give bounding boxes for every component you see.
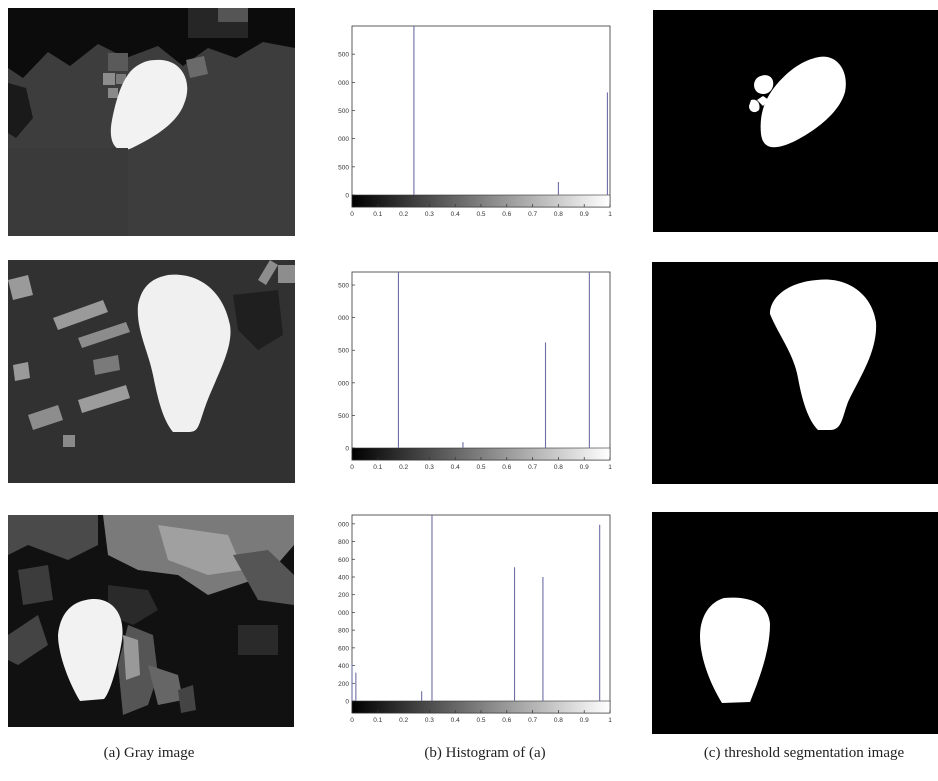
x-tick-label: 0.6 [502, 464, 511, 471]
x-tick-label: 0 [350, 464, 354, 471]
y-tick-label: 2000 [338, 80, 349, 87]
x-tick-label: 0.4 [451, 464, 460, 471]
x-tick-label: 0 [350, 717, 354, 724]
gray-image-row3 [8, 515, 294, 727]
y-tick-label: 400 [338, 663, 349, 670]
x-tick-label: 0.9 [580, 464, 589, 471]
x-tick-label: 0.3 [425, 464, 434, 471]
y-tick-label: 2000 [338, 521, 349, 528]
y-tick-label: 1800 [338, 539, 349, 546]
histogram-row2: 0 500 1000 1500 2000 2500 0 0.1 0.2 0.3 0.4 0.5 0.6 0… [338, 268, 616, 475]
x-tick-label: 0.2 [399, 717, 408, 724]
x-tick-label: 0.4 [451, 211, 460, 218]
x-tick-label: 0.8 [554, 464, 563, 471]
caption-threshold-segmentation: (c) threshold segmentation image [703, 745, 905, 761]
y-tick-label: 2500 [338, 52, 349, 59]
x-tick-label: 0.1 [373, 464, 382, 471]
segmentation-mask-row2 [652, 262, 938, 484]
y-tick-label: 1400 [338, 575, 349, 582]
y-tick-label: 2000 [338, 315, 349, 322]
x-tick-label: 1 [608, 211, 612, 218]
x-tick-label: 0.9 [580, 211, 589, 218]
y-tick-label: 0 [345, 193, 349, 200]
x-tick-label: 0.9 [580, 717, 589, 724]
x-tick-label: 0.6 [502, 717, 511, 724]
x-tick-label: 0.1 [373, 211, 382, 218]
y-tick-label: 200 [338, 681, 349, 688]
y-tick-label: 1600 [338, 557, 349, 564]
y-tick-label: 2500 [338, 283, 349, 290]
x-tick-label: 0.5 [476, 464, 485, 471]
segmentation-mask-row3 [652, 512, 938, 734]
y-tick-label: 500 [338, 164, 349, 171]
x-tick-label: 0.6 [502, 211, 511, 218]
y-tick-label: 0 [345, 699, 349, 706]
x-tick-label: 0.8 [554, 211, 563, 218]
x-tick-label: 0.1 [373, 717, 382, 724]
histogram-row1: 0 500 1000 1500 2000 2500 0 0.1 0.2 0.3 0.4 0.5 0.6 0… [338, 20, 616, 222]
x-tick-label: 0.4 [451, 717, 460, 724]
plot-area [351, 271, 611, 461]
gray-image-row1 [8, 8, 295, 236]
segmentation-mask-row1 [653, 10, 938, 232]
x-tick-label: 0.2 [399, 464, 408, 471]
plot-area [351, 25, 611, 208]
x-tick-label: 0.8 [554, 717, 563, 724]
x-tick-label: 1 [608, 717, 612, 724]
x-tick-label: 0 [350, 211, 354, 218]
y-tick-label: 1000 [338, 380, 349, 387]
x-tick-label: 0.2 [399, 211, 408, 218]
x-tick-label: 0.7 [528, 211, 537, 218]
x-tick-label: 1 [608, 464, 612, 471]
x-tick-label: 0.7 [528, 717, 537, 724]
caption-histogram: (b) Histogram of (a) [424, 745, 546, 761]
y-tick-label: 500 [338, 413, 349, 420]
y-tick-label: 0 [345, 446, 349, 453]
x-tick-label: 0.5 [476, 211, 485, 218]
y-tick-label: 1500 [338, 108, 349, 115]
y-tick-label: 1200 [338, 592, 349, 599]
x-tick-label: 0.3 [425, 717, 434, 724]
x-tick-label: 0.3 [425, 211, 434, 218]
x-tick-label: 0.7 [528, 464, 537, 471]
x-tick-label: 0.5 [476, 717, 485, 724]
gray-image-row2 [8, 260, 295, 483]
caption-gray-image: (a) Gray image [103, 745, 195, 761]
y-tick-label: 1500 [338, 348, 349, 355]
y-tick-label: 600 [338, 645, 349, 652]
y-tick-label: 1000 [338, 136, 349, 143]
plot-area [351, 514, 611, 714]
histogram-row3: 0 200 400 600 800 1000 1200 1400 1600 1800 2000 0 0.… [338, 513, 616, 728]
y-tick-label: 1000 [338, 610, 349, 617]
y-tick-label: 800 [338, 628, 349, 635]
